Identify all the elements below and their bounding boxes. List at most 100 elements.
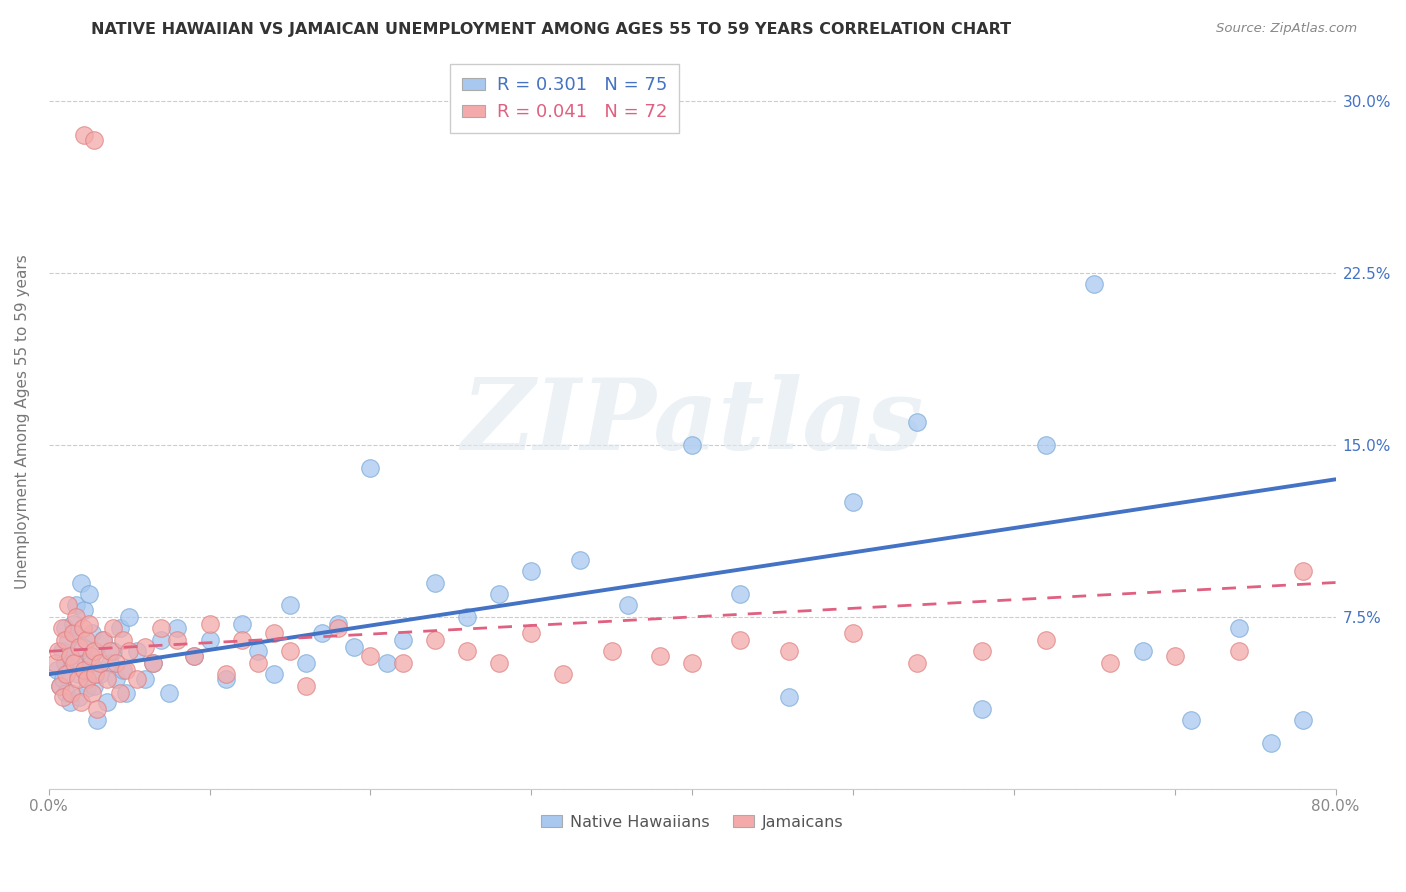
Point bbox=[52, 690, 75, 705]
Point bbox=[278, 599, 301, 613]
Point bbox=[375, 656, 398, 670]
Point bbox=[108, 685, 131, 699]
Point bbox=[150, 621, 173, 635]
Point bbox=[118, 644, 141, 658]
Point bbox=[60, 648, 83, 663]
Point bbox=[681, 656, 703, 670]
Point bbox=[1035, 632, 1057, 647]
Point bbox=[105, 672, 128, 686]
Point bbox=[59, 695, 82, 709]
Point bbox=[93, 632, 115, 647]
Point bbox=[730, 632, 752, 647]
Point bbox=[44, 656, 66, 670]
Point bbox=[970, 644, 993, 658]
Point bbox=[568, 552, 591, 566]
Point bbox=[82, 685, 104, 699]
Point bbox=[51, 621, 73, 635]
Point bbox=[246, 644, 269, 658]
Point bbox=[70, 695, 93, 709]
Point bbox=[142, 656, 165, 670]
Point bbox=[115, 685, 138, 699]
Point bbox=[55, 685, 77, 699]
Point bbox=[67, 690, 90, 705]
Point bbox=[96, 672, 118, 686]
Point bbox=[1292, 713, 1315, 727]
Point bbox=[49, 679, 72, 693]
Text: ZIPatlas: ZIPatlas bbox=[461, 374, 924, 470]
Point bbox=[157, 685, 180, 699]
Point bbox=[1163, 648, 1185, 663]
Point bbox=[63, 626, 86, 640]
Point bbox=[127, 644, 149, 658]
Point bbox=[86, 713, 108, 727]
Point bbox=[82, 626, 104, 640]
Point bbox=[553, 667, 575, 681]
Point bbox=[231, 616, 253, 631]
Point bbox=[49, 679, 72, 693]
Point bbox=[98, 656, 121, 670]
Point bbox=[343, 640, 366, 654]
Point bbox=[150, 632, 173, 647]
Point bbox=[76, 672, 98, 686]
Point bbox=[111, 632, 134, 647]
Point bbox=[53, 632, 76, 647]
Point bbox=[134, 640, 156, 654]
Text: Source: ZipAtlas.com: Source: ZipAtlas.com bbox=[1216, 22, 1357, 36]
Point bbox=[52, 672, 75, 686]
Point bbox=[70, 575, 93, 590]
Point bbox=[231, 632, 253, 647]
Point bbox=[905, 415, 928, 429]
Point bbox=[73, 128, 96, 143]
Point bbox=[53, 621, 76, 635]
Point bbox=[198, 616, 221, 631]
Point bbox=[72, 640, 94, 654]
Point bbox=[83, 644, 105, 658]
Point bbox=[86, 701, 108, 715]
Point bbox=[134, 672, 156, 686]
Point bbox=[105, 656, 128, 670]
Point bbox=[263, 626, 285, 640]
Point bbox=[970, 701, 993, 715]
Point bbox=[681, 438, 703, 452]
Point bbox=[118, 610, 141, 624]
Point bbox=[1132, 644, 1154, 658]
Point bbox=[77, 587, 100, 601]
Point bbox=[1083, 277, 1105, 292]
Point bbox=[66, 667, 89, 681]
Point bbox=[96, 695, 118, 709]
Point bbox=[142, 656, 165, 670]
Point bbox=[73, 603, 96, 617]
Point bbox=[60, 685, 83, 699]
Point bbox=[215, 672, 238, 686]
Point bbox=[83, 679, 105, 693]
Point bbox=[600, 644, 623, 658]
Point bbox=[67, 640, 90, 654]
Point bbox=[83, 133, 105, 147]
Point bbox=[89, 656, 111, 670]
Point bbox=[391, 656, 413, 670]
Point bbox=[66, 672, 89, 686]
Point bbox=[1292, 564, 1315, 578]
Point bbox=[391, 632, 413, 647]
Point bbox=[488, 656, 510, 670]
Point bbox=[456, 610, 478, 624]
Point bbox=[778, 690, 800, 705]
Text: NATIVE HAWAIIAN VS JAMAICAN UNEMPLOYMENT AMONG AGES 55 TO 59 YEARS CORRELATION C: NATIVE HAWAIIAN VS JAMAICAN UNEMPLOYMENT… bbox=[91, 22, 1011, 37]
Point bbox=[488, 587, 510, 601]
Point bbox=[166, 621, 188, 635]
Point bbox=[648, 648, 671, 663]
Point bbox=[56, 599, 79, 613]
Point bbox=[842, 495, 865, 509]
Point bbox=[77, 616, 100, 631]
Point bbox=[53, 656, 76, 670]
Point bbox=[62, 626, 84, 640]
Point bbox=[79, 656, 101, 670]
Point bbox=[311, 626, 333, 640]
Point bbox=[59, 648, 82, 663]
Point bbox=[45, 663, 67, 677]
Point bbox=[79, 648, 101, 663]
Point bbox=[905, 656, 928, 670]
Point bbox=[84, 644, 107, 658]
Point bbox=[520, 626, 543, 640]
Point bbox=[328, 621, 350, 635]
